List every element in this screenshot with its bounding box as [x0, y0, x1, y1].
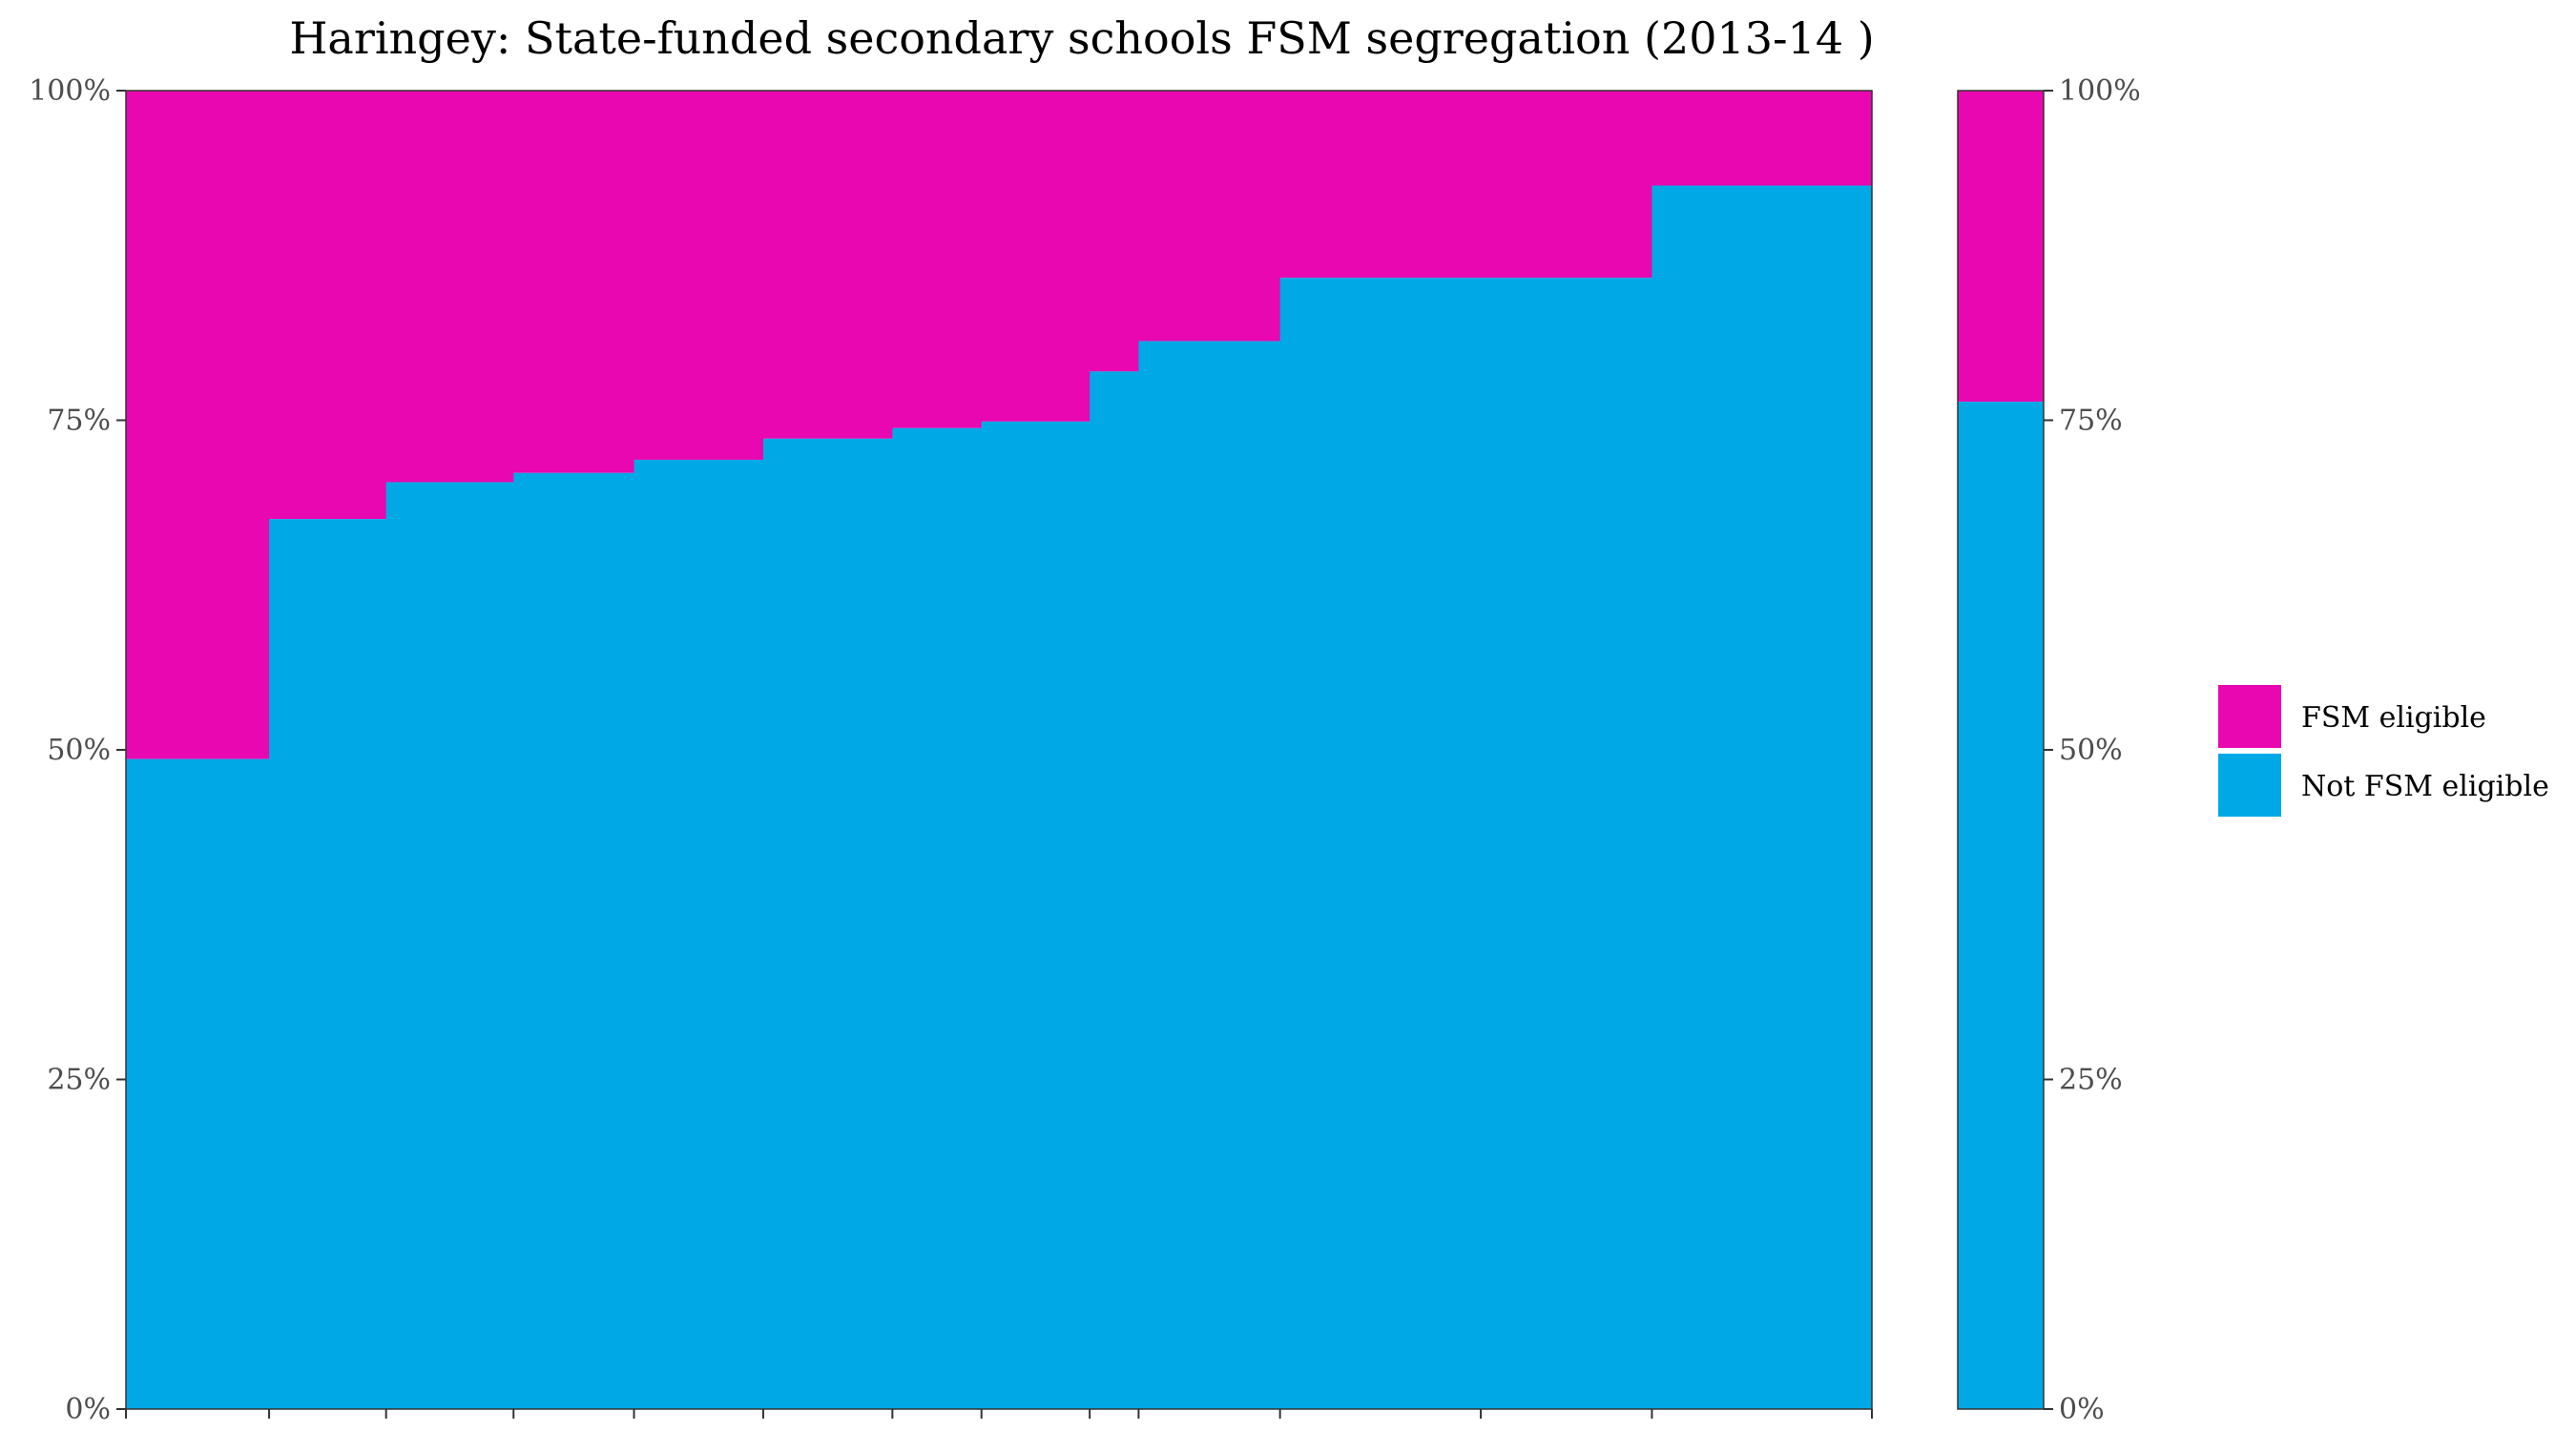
- left-y-axis: 0% 25% 50% 75% 100%: [29, 74, 126, 1426]
- bar-school-5-not-fsm: [634, 459, 764, 1410]
- bar-school-8-not-fsm: [981, 421, 1091, 1410]
- bar-school-12-not-fsm: [1481, 278, 1653, 1409]
- chart-title: Haringey: State-funded secondary schools…: [289, 12, 1874, 64]
- right-y-axis: 0% 25% 50% 75% 100%: [2044, 74, 2141, 1426]
- right-y-tick-label: 100%: [2059, 74, 2141, 108]
- right-y-tick-label: 25%: [2059, 1064, 2123, 1097]
- bar-school-8-fsm: [981, 91, 1091, 422]
- legend-key-fsm-eligible: [2218, 685, 2281, 748]
- bar-school-11-fsm: [1279, 91, 1482, 279]
- bar-school-7-fsm: [892, 91, 983, 428]
- bar-school-10-not-fsm: [1138, 341, 1281, 1410]
- left-y-tick-label: 100%: [29, 74, 111, 108]
- bar-school-6-not-fsm: [762, 438, 893, 1409]
- right-y-tick-label: 75%: [2059, 404, 2123, 438]
- bar-school-4-fsm: [513, 91, 635, 473]
- legend-key-not-fsm-eligible: [2218, 754, 2281, 817]
- bar-school-13-not-fsm: [1652, 185, 1873, 1409]
- legend: FSM eligible Not FSM eligible: [2218, 685, 2549, 817]
- bar-school-2-not-fsm: [269, 519, 387, 1409]
- bar-school-10-fsm: [1138, 91, 1281, 342]
- left-y-tick-label: 25%: [47, 1064, 111, 1097]
- left-y-tick-label: 50%: [47, 734, 111, 767]
- bar-school-7-not-fsm: [892, 427, 983, 1409]
- overall-panel: [1957, 90, 2045, 1410]
- right-y-tick-label: 50%: [2059, 734, 2123, 767]
- legend-label-fsm-eligible: FSM eligible: [2301, 701, 2486, 735]
- bar-overall-not-fsm: [1958, 402, 2044, 1410]
- bar-overall-fsm: [1958, 91, 2044, 403]
- bar-school-1-fsm: [126, 91, 270, 759]
- left-y-tick-label: 0%: [65, 1393, 111, 1426]
- legend-label-not-fsm-eligible: Not FSM eligible: [2301, 770, 2549, 803]
- bar-school-12-fsm: [1481, 91, 1653, 279]
- left-y-tick-label: 75%: [47, 404, 111, 438]
- x-axis: [125, 1409, 1873, 1419]
- bar-school-4-not-fsm: [513, 472, 635, 1409]
- bar-school-5-fsm: [634, 91, 764, 460]
- bar-school-11-not-fsm: [1279, 278, 1482, 1409]
- schools-panel: [125, 90, 1873, 1410]
- bar-school-2-fsm: [269, 91, 387, 520]
- bar-school-3-not-fsm: [385, 482, 514, 1410]
- bar-school-3-fsm: [385, 91, 514, 483]
- bar-school-9-not-fsm: [1090, 371, 1139, 1410]
- bar-school-6-fsm: [762, 91, 893, 439]
- bar-school-1-not-fsm: [126, 758, 270, 1409]
- right-y-tick-label: 0%: [2059, 1393, 2105, 1426]
- bar-school-9-fsm: [1090, 91, 1139, 372]
- bar-school-13-fsm: [1652, 91, 1873, 186]
